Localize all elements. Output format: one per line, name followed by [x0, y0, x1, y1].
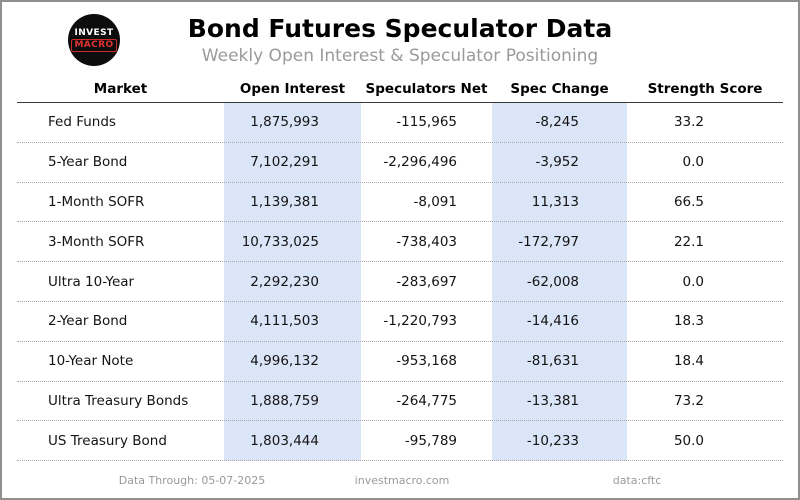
- table-row: 5-Year Bond 7,102,291 -2,296,496 -3,952 …: [17, 143, 783, 183]
- cell-spec-change: -10,233: [526, 432, 579, 449]
- cell-spec-change: -62,008: [526, 273, 579, 290]
- table-row: 2-Year Bond 4,111,503 -1,220,793 -14,416…: [17, 302, 783, 342]
- cell-market: 5-Year Bond: [48, 154, 128, 171]
- cell-spec-change: -8,245: [535, 114, 579, 131]
- cell-speculators-net: -2,296,496: [383, 154, 457, 171]
- column-header-market: Market: [93, 81, 148, 97]
- cell-open-interest: 1,875,993: [250, 114, 319, 131]
- cell-market: 2-Year Bond: [48, 313, 128, 330]
- table-body: Fed Funds 1,875,993 -115,965 -8,245 33.2…: [17, 103, 783, 462]
- table-header-row: Market Open Interest Speculators Net Spe…: [17, 70, 783, 103]
- cell-open-interest: 4,111,503: [250, 313, 319, 330]
- column-header-speculators-net: Speculators Net: [365, 81, 488, 97]
- footer-data-through: Data Through: 05-07-2025: [118, 474, 266, 488]
- cell-open-interest: 7,102,291: [250, 154, 319, 171]
- cell-open-interest: 1,139,381: [250, 193, 319, 210]
- table-row: 10-Year Note 4,996,132 -953,168 -81,631 …: [17, 342, 783, 382]
- highlight-band-spec-change: [492, 103, 627, 462]
- logo-text-macro: MACRO: [71, 39, 117, 52]
- column-header-strength-score: Strength Score: [647, 81, 763, 97]
- cell-strength-score: 73.2: [673, 392, 704, 409]
- investmacro-logo: INVEST MACRO: [68, 14, 120, 66]
- cell-strength-score: 18.4: [673, 353, 704, 370]
- speculator-table: Market Open Interest Speculators Net Spe…: [17, 70, 783, 462]
- cell-spec-change: -81,631: [526, 353, 579, 370]
- column-header-open-interest: Open Interest: [239, 81, 346, 97]
- cell-speculators-net: -8,091: [413, 193, 457, 210]
- highlight-band-open-interest: [224, 103, 361, 462]
- cell-spec-change: -3,952: [535, 154, 579, 171]
- cell-open-interest: 1,803,444: [250, 432, 319, 449]
- cell-market: 1-Month SOFR: [48, 193, 145, 210]
- page-subtitle: Weekly Open Interest & Speculator Positi…: [201, 46, 599, 66]
- column-header-spec-change: Spec Change: [510, 81, 609, 97]
- cell-market: Ultra 10-Year: [48, 273, 135, 290]
- cell-market: US Treasury Bond: [48, 432, 167, 449]
- cell-market: 3-Month SOFR: [48, 233, 145, 250]
- cell-market: Fed Funds: [48, 114, 116, 131]
- table-row: Ultra 10-Year 2,292,230 -283,697 -62,008…: [17, 262, 783, 302]
- logo-text-invest: INVEST: [74, 28, 114, 38]
- cell-strength-score: 0.0: [682, 154, 704, 171]
- table-row: 3-Month SOFR 10,733,025 -738,403 -172,79…: [17, 222, 783, 263]
- cell-strength-score: 66.5: [673, 193, 704, 210]
- header: Bond Futures Speculator Data Weekly Open…: [2, 2, 798, 70]
- table-row: Ultra Treasury Bonds 1,888,759 -264,775 …: [17, 382, 783, 422]
- cell-open-interest: 4,996,132: [250, 353, 319, 370]
- cell-spec-change: -172,797: [518, 233, 579, 250]
- page-title: Bond Futures Speculator Data: [187, 14, 613, 43]
- cell-speculators-net: -953,168: [396, 353, 457, 370]
- cell-open-interest: 2,292,230: [250, 273, 319, 290]
- cell-spec-change: -14,416: [526, 313, 579, 330]
- cell-market: Ultra Treasury Bonds: [48, 392, 189, 409]
- cell-spec-change: 11,313: [531, 193, 579, 210]
- cell-open-interest: 10,733,025: [241, 233, 319, 250]
- footer-site: investmacro.com: [354, 474, 450, 488]
- cell-speculators-net: -738,403: [396, 233, 457, 250]
- cell-speculators-net: -115,965: [396, 114, 457, 131]
- table-row: 1-Month SOFR 1,139,381 -8,091 11,313 66.…: [17, 183, 783, 223]
- cell-strength-score: 33.2: [673, 114, 704, 131]
- table-row: US Treasury Bond 1,803,444 -95,789 -10,2…: [17, 421, 783, 462]
- cell-spec-change: -13,381: [526, 392, 579, 409]
- cell-strength-score: 50.0: [673, 432, 704, 449]
- footer: Data Through: 05-07-2025 investmacro.com…: [2, 461, 798, 498]
- cell-speculators-net: -264,775: [396, 392, 457, 409]
- cell-speculators-net: -283,697: [396, 273, 457, 290]
- table-row: Fed Funds 1,875,993 -115,965 -8,245 33.2: [17, 103, 783, 143]
- cell-speculators-net: -1,220,793: [383, 313, 457, 330]
- cell-speculators-net: -95,789: [404, 432, 457, 449]
- footer-source: data:cftc: [612, 474, 662, 488]
- cell-strength-score: 22.1: [673, 233, 704, 250]
- cell-strength-score: 18.3: [673, 313, 704, 330]
- cell-strength-score: 0.0: [682, 273, 704, 290]
- cell-open-interest: 1,888,759: [250, 392, 319, 409]
- cell-market: 10-Year Note: [48, 353, 134, 370]
